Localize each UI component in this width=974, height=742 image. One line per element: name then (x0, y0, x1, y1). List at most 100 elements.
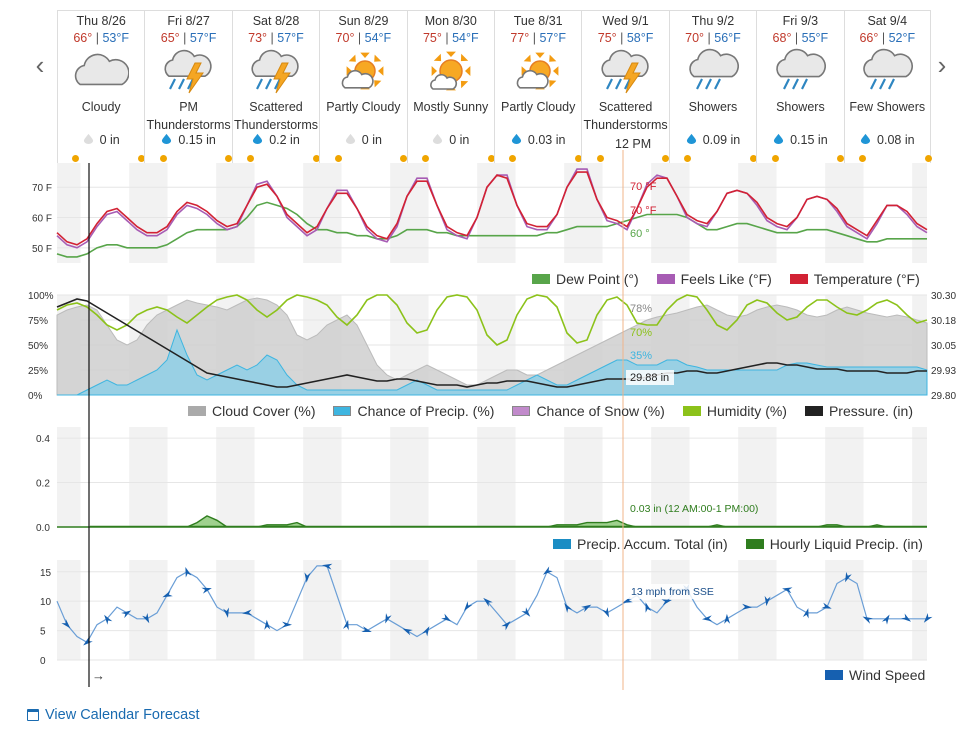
sun-icon (72, 155, 80, 162)
night-band (318, 427, 342, 527)
sun-markers (233, 155, 320, 163)
legend-swatch (745, 539, 764, 549)
night-band (738, 427, 753, 527)
sun-icon (138, 155, 146, 162)
night-band (579, 163, 603, 263)
wind-arrow-icon (802, 608, 809, 619)
sun-markers (58, 155, 146, 163)
view-calendar-link[interactable]: View Calendar Forecast (27, 707, 199, 723)
condition-text: Partly Cloudy (501, 100, 576, 114)
temp-separator: | (878, 31, 889, 45)
night-band (825, 427, 840, 527)
wind-arrow-icon (581, 604, 592, 613)
high-temp: 73° (248, 31, 268, 45)
tick-label: 50% (28, 341, 48, 352)
day-name: Fri 8/27 (167, 14, 210, 28)
high-temp: 77° (510, 31, 530, 45)
night-band (144, 560, 168, 660)
wind-arrow-icon (201, 587, 212, 594)
wind-arrow-icon (421, 626, 430, 637)
tick-label: 30.18 (931, 316, 956, 327)
legend-swatch (682, 406, 701, 416)
precip-amount: 0 in (449, 133, 470, 147)
high-temp: 75° (597, 31, 617, 45)
night-band (651, 427, 666, 527)
night-band (477, 560, 492, 660)
day-column: Thu 8/26 66° | 53°F Cloudy 0 in (57, 11, 146, 163)
precipitation-chart: 0.4 0.2 0.0 0.03 in (12 AM:00-1 PM:00) (36, 427, 927, 534)
precip-drop-icon (345, 133, 356, 147)
tick-label: 50 F (32, 244, 52, 255)
wind-arrow-icon (223, 607, 229, 618)
night-band (564, 427, 579, 527)
wind-arrow-icon (764, 595, 771, 607)
wind-arrow-icon (322, 563, 333, 570)
legend-swatch (789, 274, 808, 284)
high-temp: 66° (73, 31, 93, 45)
noon-marker-label: 12 PM (613, 137, 654, 151)
day-column: Sat 8/28 73° | 57°F Scattered Thunderstorm… (231, 11, 320, 163)
daily-precip: 0 in (320, 133, 406, 147)
night-band (57, 560, 81, 660)
tick-label: 5 (40, 627, 46, 638)
previous-arrow-icon[interactable]: ‹ (35, 50, 45, 80)
sun-icon (247, 155, 255, 162)
day-temps: 65° | 57°F (145, 30, 231, 46)
legend-label: Precip. Accum. Total (in) (577, 536, 728, 552)
next-arrow-icon[interactable]: › (937, 50, 947, 80)
wind-line (56, 565, 927, 644)
precip-chance-area (57, 328, 928, 396)
legend-swatch (188, 406, 206, 416)
night-band (912, 427, 927, 527)
rain-icon (757, 46, 843, 98)
wind-arrow-icon (281, 621, 292, 628)
night-band (216, 163, 231, 263)
night-band (666, 560, 690, 660)
daily-forecast-strip: Thu 8/26 66° | 53°F Cloudy 0 in Fri 8/27 65° … (57, 10, 932, 163)
night-band (738, 163, 753, 263)
day-name: Mon 8/30 (424, 14, 477, 28)
condition-text: Scattered Thunderstorms (583, 100, 668, 132)
night-band (390, 427, 405, 527)
temp-separator: | (92, 31, 103, 45)
partly-cloudy-icon (495, 46, 581, 98)
annotation-bg (627, 584, 721, 599)
high-temp: 68° (772, 31, 792, 45)
legend-label: Chance of Precip. (%) (357, 403, 495, 419)
legend-label: Temperature (°F) (813, 271, 920, 287)
high-temp: 66° (859, 31, 879, 45)
sun-markers (757, 155, 845, 163)
wind-arrow-icon (185, 567, 192, 578)
value-annotation: 70 °F (630, 181, 657, 193)
wind-arrow-icon (483, 597, 493, 607)
series-line (56, 201, 927, 258)
day-column: Tue 8/31 77° | 57°F Partly Cloudy 0.03 in (494, 11, 583, 163)
day-temps: 68° | 55°F (757, 30, 843, 46)
wind-arrow-icon (901, 613, 912, 622)
series-line (56, 171, 928, 246)
day-temps: 66° | 52°F (845, 30, 930, 46)
wind-arrow-icon (821, 602, 832, 609)
low-temp: 54°F (364, 31, 392, 45)
sun-icon (225, 155, 233, 162)
low-temp: 54°F (452, 31, 479, 45)
condition-text: Showers (776, 100, 825, 114)
wind-arrow-icon (264, 619, 271, 630)
wind-arrow-icon (564, 602, 573, 613)
wind-arrow-icon (142, 613, 150, 624)
wind-arrow-icon (702, 615, 713, 622)
low-temp: 57°F (277, 31, 304, 45)
day-temps: 73° | 57°F (233, 30, 319, 46)
night-band (477, 163, 492, 263)
value-annotation: 0.03 in (12 AM:00-1 PM:00) (630, 503, 758, 515)
night-band (318, 560, 342, 660)
night-band (651, 560, 666, 660)
tick-label: 0.2 (36, 479, 50, 490)
sun-icon (509, 155, 517, 162)
sun-icon (684, 155, 692, 162)
tick-label: 10 (40, 597, 52, 608)
wind-arrow-icon (724, 613, 731, 624)
wind-arrow-icon (242, 609, 253, 616)
legend-label: Wind Speed (849, 667, 926, 683)
daily-precip: 0.03 in (495, 133, 581, 147)
